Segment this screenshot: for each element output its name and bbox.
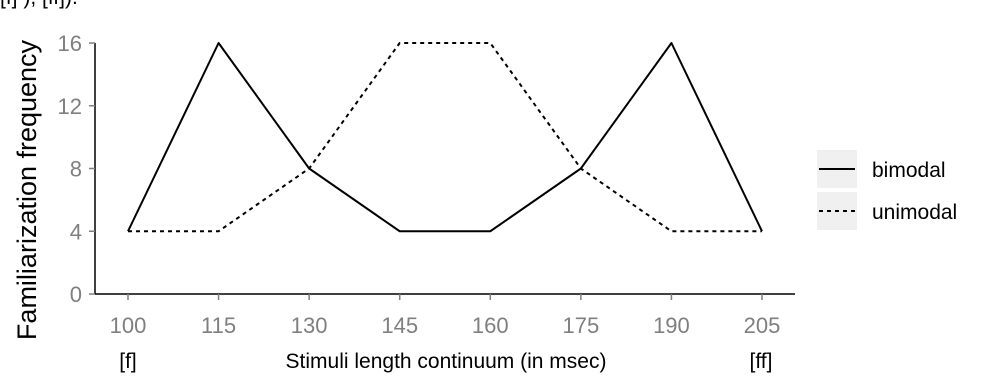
legend-label-unimodal: unimodal (872, 201, 957, 224)
x-end-label-left: [f] (119, 350, 137, 373)
y-ticks: 0 4 8 12 16 (58, 31, 95, 307)
series-line-unimodal (128, 42, 762, 233)
x-axis-title: Stimuli length continuum (in msec) (286, 350, 607, 373)
x-tick-label: 130 (291, 313, 328, 338)
x-tick-label: 175 (562, 313, 599, 338)
series-layer (127, 42, 763, 233)
top-clipped-text: [f] ), [ff]). (0, 0, 78, 9)
y-tick-label: 0 (70, 282, 82, 307)
x-tick-label: 145 (381, 313, 418, 338)
x-tick-label: 205 (744, 313, 781, 338)
x-ticks: 100 115 130 145 160 175 190 205 (110, 294, 781, 338)
x-tick-label: 190 (653, 313, 690, 338)
y-tick-label: 12 (58, 94, 82, 119)
y-tick-label: 4 (70, 219, 82, 244)
y-tick-label: 16 (58, 31, 82, 56)
legend: bimodal unimodal (817, 150, 957, 230)
x-tick-label: 160 (472, 313, 509, 338)
legend-label-bimodal: bimodal (872, 159, 946, 182)
x-end-label-right: [ff] (750, 350, 773, 373)
series-line-bimodal (127, 42, 763, 233)
y-axis-title: Familiarization frequency (12, 39, 42, 340)
y-tick-label: 8 (70, 157, 82, 182)
x-tick-label: 115 (201, 313, 236, 338)
x-tick-label: 100 (110, 313, 147, 338)
